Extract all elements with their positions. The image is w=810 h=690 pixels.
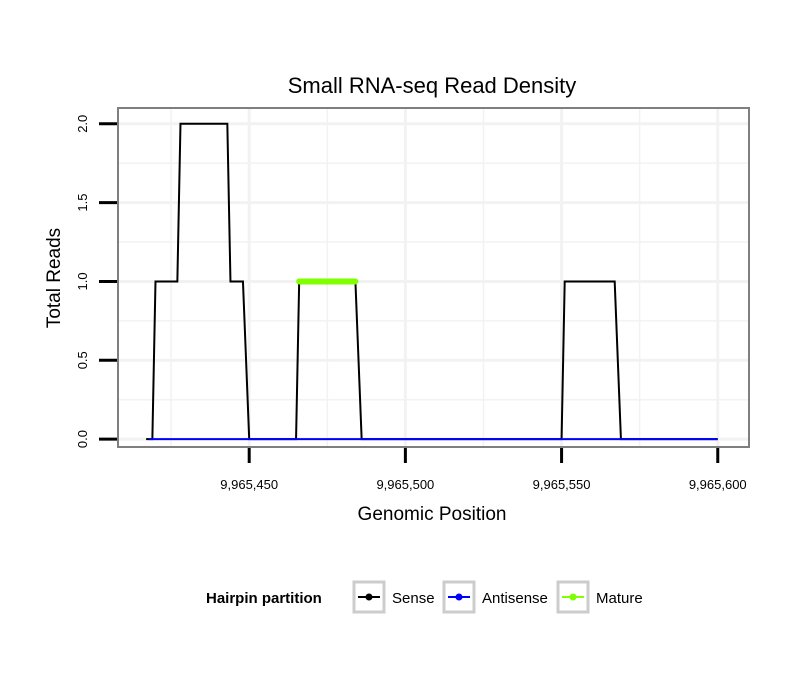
legend-item-antisense: Antisense bbox=[442, 580, 548, 614]
y-tick-label: 2.0 bbox=[75, 115, 90, 133]
grid bbox=[118, 108, 749, 447]
legend-item-mature: Mature bbox=[556, 580, 643, 614]
legend: Hairpin partition Sense Antisense Mature bbox=[206, 580, 643, 614]
legend-item-sense: Sense bbox=[352, 580, 435, 614]
x-tick-label: 9,965,550 bbox=[533, 477, 591, 492]
y-tick-label: 0.5 bbox=[75, 351, 90, 369]
chart-title: Small RNA-seq Read Density bbox=[288, 73, 577, 98]
legend-items: Sense Antisense Mature bbox=[352, 580, 643, 614]
x-axis-title: Genomic Position bbox=[358, 504, 507, 525]
y-tick-label: 0.0 bbox=[75, 430, 90, 448]
axes: 9,965,450 9,965,500 9,965,550 9,965,600 0.0 0… bbox=[75, 115, 747, 492]
legend-key-point bbox=[569, 593, 577, 601]
x-tick-label: 9,965,500 bbox=[376, 477, 434, 492]
legend-key-point bbox=[455, 593, 463, 601]
x-tick-label: 9,965,600 bbox=[689, 477, 747, 492]
y-tick-label: 1.5 bbox=[75, 194, 90, 212]
plot-frame bbox=[117, 107, 750, 448]
legend-title: Hairpin partition bbox=[206, 590, 322, 607]
x-tick-label: 9,965,450 bbox=[220, 477, 278, 492]
legend-label: Mature bbox=[596, 590, 643, 607]
legend-label: Antisense bbox=[482, 590, 548, 607]
series-layer bbox=[146, 122, 718, 441]
y-tick-label: 1.0 bbox=[75, 272, 90, 290]
legend-key-point bbox=[365, 593, 373, 601]
legend-label: Sense bbox=[392, 590, 435, 607]
y-axis-title: Total Reads bbox=[44, 228, 65, 328]
